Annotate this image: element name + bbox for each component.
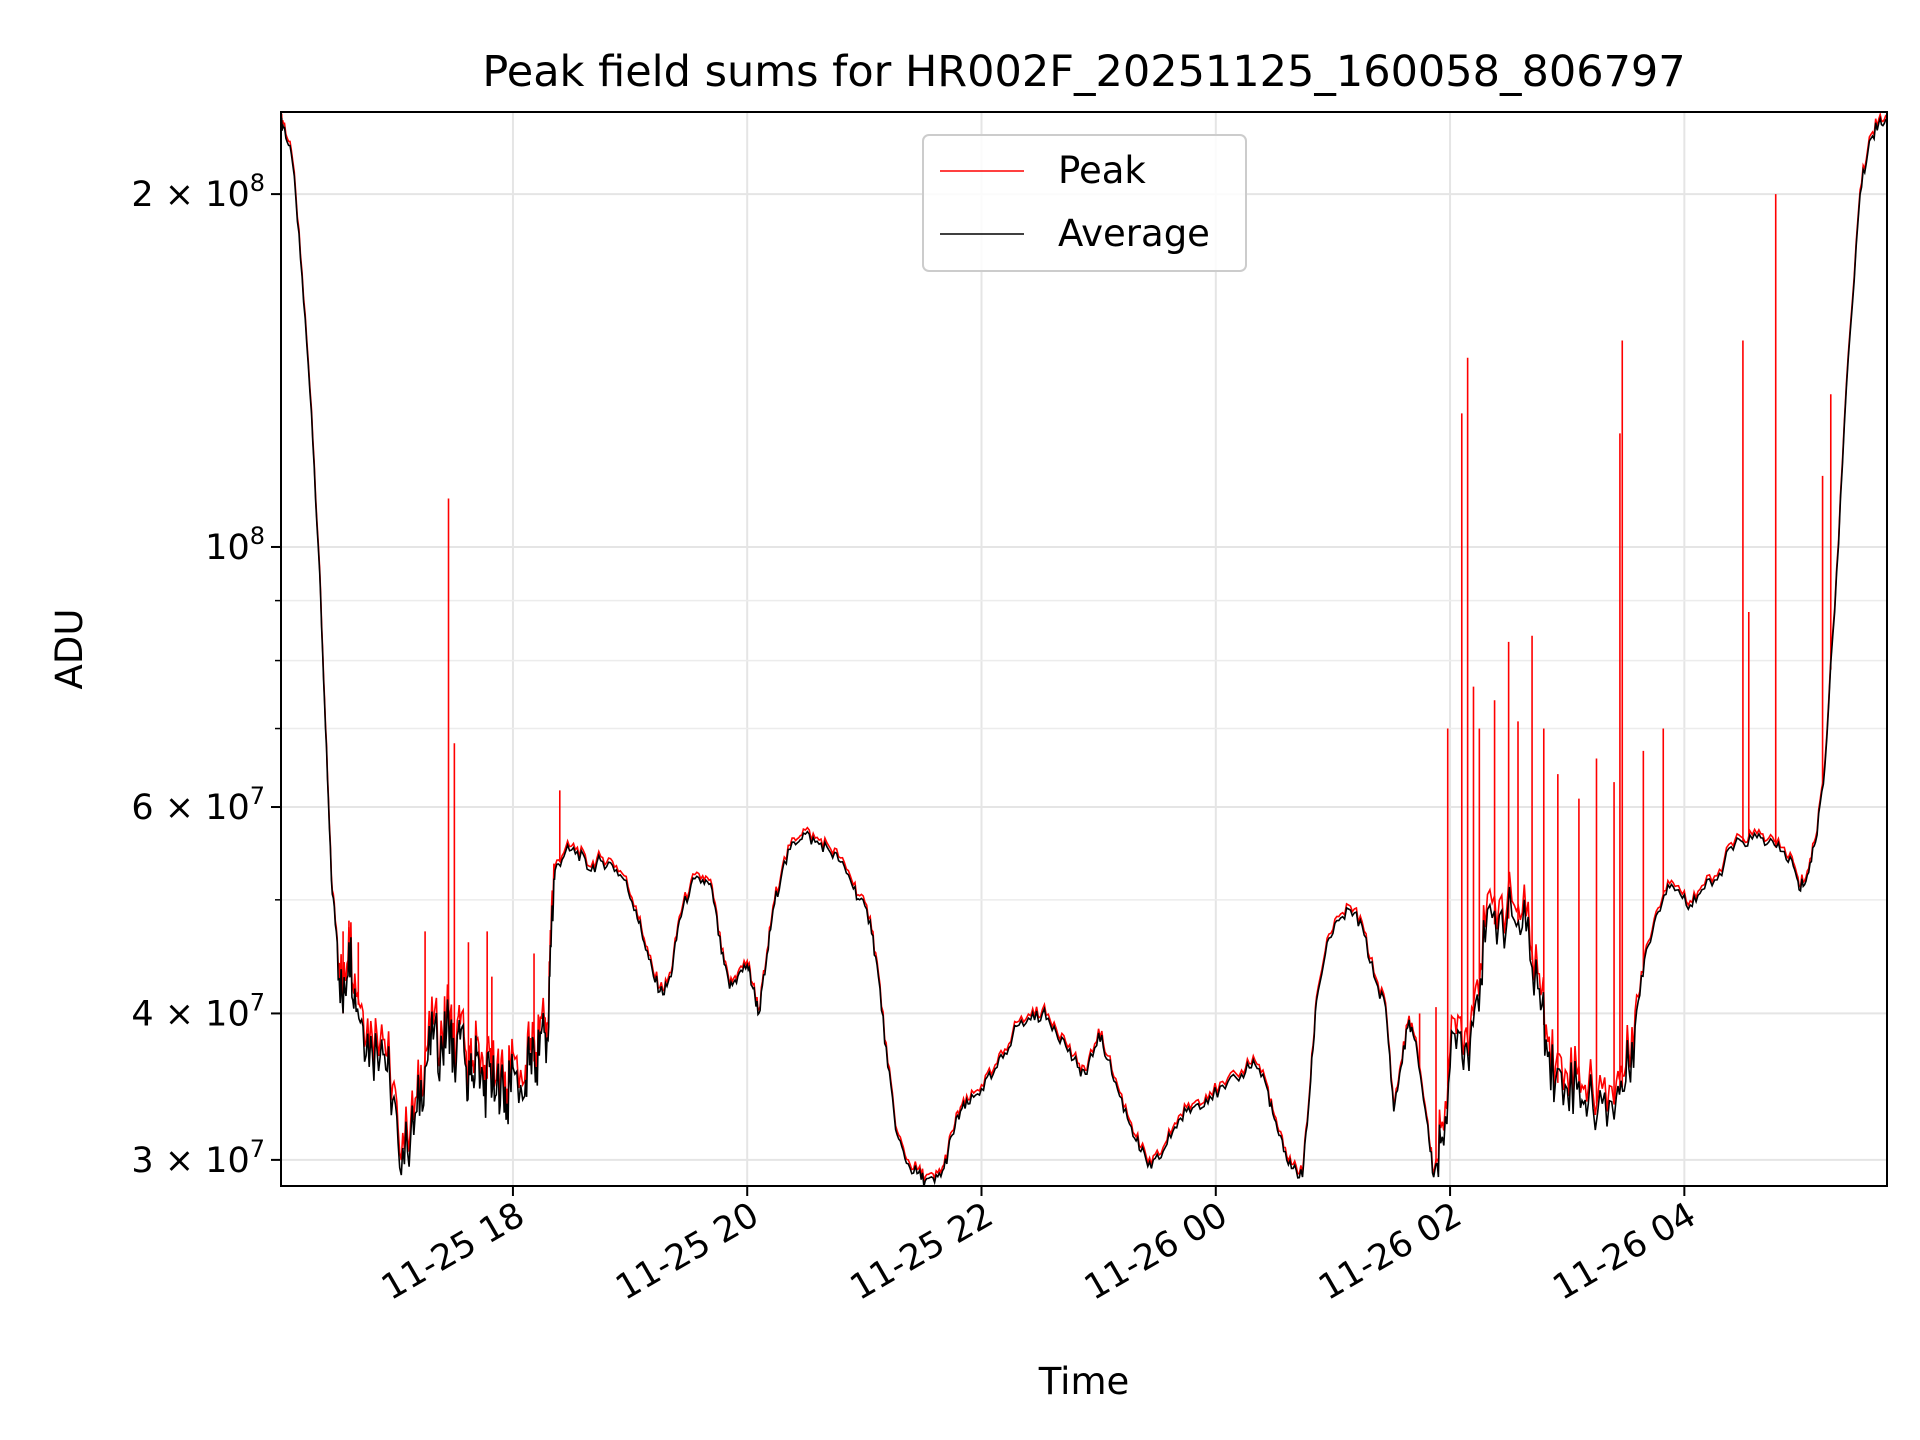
series-line-average bbox=[280, 115, 1888, 1187]
y-tick-label: 6 × 107 bbox=[131, 782, 265, 828]
y-axis-label: ADU bbox=[48, 609, 91, 690]
y-tick-label: 2 × 108 bbox=[131, 169, 265, 215]
x-axis-label: Time bbox=[1038, 1360, 1130, 1403]
legend: Peak Average bbox=[922, 134, 1247, 272]
series-layer bbox=[280, 111, 1888, 1187]
legend-box bbox=[922, 134, 1247, 272]
y-tick-label: 3 × 107 bbox=[131, 1135, 265, 1181]
plot-frame bbox=[280, 111, 1888, 1187]
y-tick-label: 108 bbox=[205, 522, 265, 568]
y-tick-label: 4 × 107 bbox=[131, 988, 265, 1034]
chart-title: Peak field sums for HR002F_20251125_1600… bbox=[482, 47, 1685, 97]
legend-label-average: Average bbox=[1058, 212, 1210, 255]
legend-label-peak: Peak bbox=[1058, 149, 1146, 192]
